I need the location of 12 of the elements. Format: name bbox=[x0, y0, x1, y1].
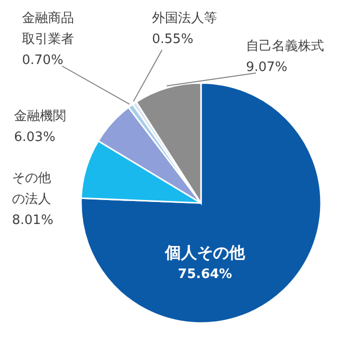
data-label: 75.64% bbox=[178, 267, 232, 282]
slice-label: その他の法人 bbox=[12, 171, 51, 207]
data-label: 6.03% bbox=[14, 130, 56, 145]
data-label: 0.70% bbox=[22, 53, 64, 68]
slice-label: 金融機関 bbox=[14, 109, 66, 124]
slice-label: 個人その他 bbox=[164, 243, 246, 262]
slice-label: 金融商品取引業者 bbox=[22, 11, 74, 47]
slice-label: 自己名義株式 bbox=[246, 39, 324, 54]
data-label: 8.01% bbox=[12, 213, 54, 228]
data-label: 0.55% bbox=[152, 32, 194, 47]
data-label: 9.07% bbox=[246, 60, 288, 75]
slice-label: 外国法人等 bbox=[152, 11, 217, 26]
